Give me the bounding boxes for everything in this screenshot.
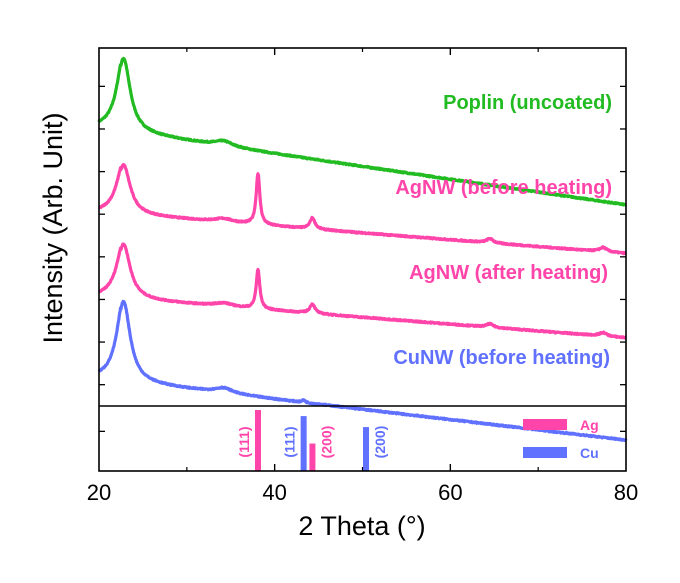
reference-label-ag-111: (111)	[236, 426, 252, 457]
reference-bar-ag-111	[254, 410, 261, 471]
series-labels: Poplin (uncoated) AgNW (before heating) Ag…	[393, 92, 612, 369]
reference-bar-cu-111	[300, 416, 307, 471]
series-label-2: AgNW (after heating)	[409, 262, 608, 284]
series-label-3: CuNW (before heating)	[393, 347, 610, 369]
series-label-1: AgNW (before heating)	[395, 177, 612, 199]
legend-label-ag: Ag	[580, 417, 599, 433]
x-tick-label: 20	[87, 480, 111, 505]
legend: Ag Cu	[523, 417, 599, 461]
axes: 20 40 60 80	[87, 47, 638, 505]
legend-label-cu: Cu	[580, 445, 599, 461]
x-tick-label: 60	[438, 480, 462, 505]
legend-swatch-ag	[523, 419, 567, 430]
series-line-0	[97, 56, 628, 207]
reference-bar-cu-200	[363, 427, 370, 471]
y-axis-title: Intensity (Arb. Unit)	[38, 112, 68, 343]
reference-bar-ag-200	[309, 443, 316, 471]
legend-swatch-cu	[523, 447, 567, 458]
series-label-0: Poplin (uncoated)	[443, 92, 612, 114]
x-axis-title: 2 Theta (°)	[298, 511, 425, 541]
reference-label-cu-111: (111)	[282, 426, 298, 457]
reference-label-ag-200: (200)	[318, 426, 334, 459]
series-layer	[97, 56, 628, 442]
reference-label-cu-200: (200)	[372, 426, 388, 459]
reference-panel: (111) (111) (200) (200)	[236, 410, 388, 471]
x-tick-label: 80	[614, 480, 638, 505]
series-line-2	[97, 242, 628, 340]
series-line-1	[97, 162, 628, 256]
x-tick-label: 40	[262, 480, 286, 505]
